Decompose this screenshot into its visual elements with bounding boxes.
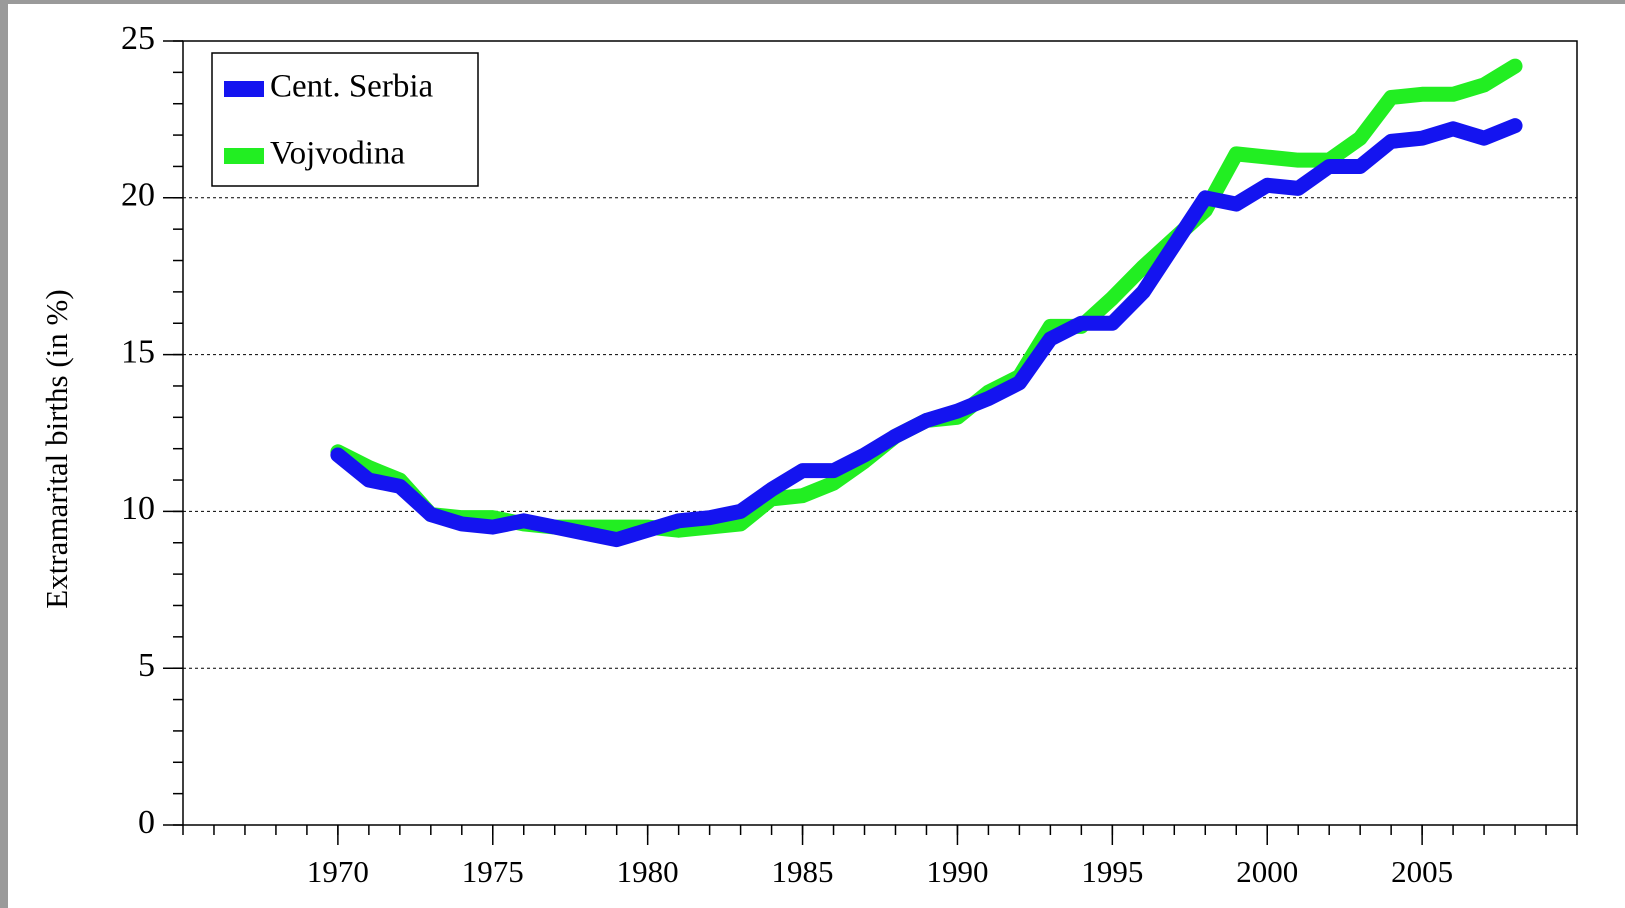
legend: Cent. Serbia Vojvodina — [211, 52, 479, 187]
y-tick-label: 10 — [121, 490, 155, 527]
x-tick-label: 1975 — [462, 854, 524, 889]
y-tick-label: 15 — [121, 333, 155, 370]
y-tick-label: 25 — [121, 20, 155, 57]
y-tick-label: 5 — [138, 647, 155, 684]
x-tick-label: 1970 — [307, 854, 369, 889]
x-tick-label: 1985 — [772, 854, 834, 889]
x-tick-label: 2000 — [1236, 854, 1298, 889]
y-tick-label: 20 — [121, 177, 155, 214]
y-tick-label: 0 — [138, 804, 155, 841]
legend-swatch — [224, 148, 264, 164]
legend-swatch — [224, 81, 264, 97]
legend-label: Vojvodina — [270, 136, 405, 172]
x-tick-label: 2005 — [1391, 854, 1453, 889]
plot-frame — [182, 40, 1578, 826]
chart: Extramarital births (in %) 0 5 10 15 20 25 197… — [8, 4, 1625, 908]
x-tick-label: 1995 — [1081, 854, 1143, 889]
series-line — [330, 118, 1523, 548]
x-tick-label: 1980 — [617, 854, 679, 889]
legend-label: Cent. Serbia — [270, 69, 433, 105]
y-axis-label: Extramarital births (in %) — [39, 289, 74, 608]
x-tick-label: 1990 — [926, 854, 988, 889]
series-line — [330, 58, 1523, 538]
